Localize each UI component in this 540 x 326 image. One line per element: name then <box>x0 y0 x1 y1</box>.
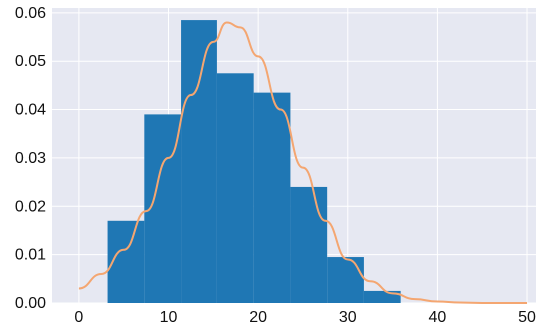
density-curve <box>78 21 528 304</box>
y-tick-label: 0.01 <box>15 247 46 264</box>
x-tick-label: 0 <box>74 309 83 326</box>
x-tick-label: 20 <box>249 309 267 326</box>
y-tick-label: 0.03 <box>15 150 46 167</box>
y-axis: 0.00 0.01 0.02 0.03 0.04 0.05 0.06 <box>15 5 46 312</box>
histogram-bar <box>290 186 328 303</box>
y-tick-label: 0.00 <box>15 295 46 312</box>
x-tick-label: 30 <box>339 309 357 326</box>
y-tick-label: 0.04 <box>15 102 46 119</box>
histogram-bar <box>181 20 217 304</box>
x-tick-label: 10 <box>160 309 178 326</box>
y-tick-label: 0.06 <box>15 5 46 22</box>
y-tick-label: 0.02 <box>15 198 46 215</box>
histogram-bar <box>216 73 254 303</box>
y-tick-label: 0.05 <box>15 53 46 70</box>
x-tick-label: 40 <box>429 309 447 326</box>
histogram-bar <box>107 220 145 303</box>
x-tick-label: 50 <box>518 309 536 326</box>
histogram-bar <box>253 92 291 303</box>
histogram-bar <box>327 257 364 303</box>
x-axis: 0 10 20 30 40 50 <box>74 309 536 326</box>
